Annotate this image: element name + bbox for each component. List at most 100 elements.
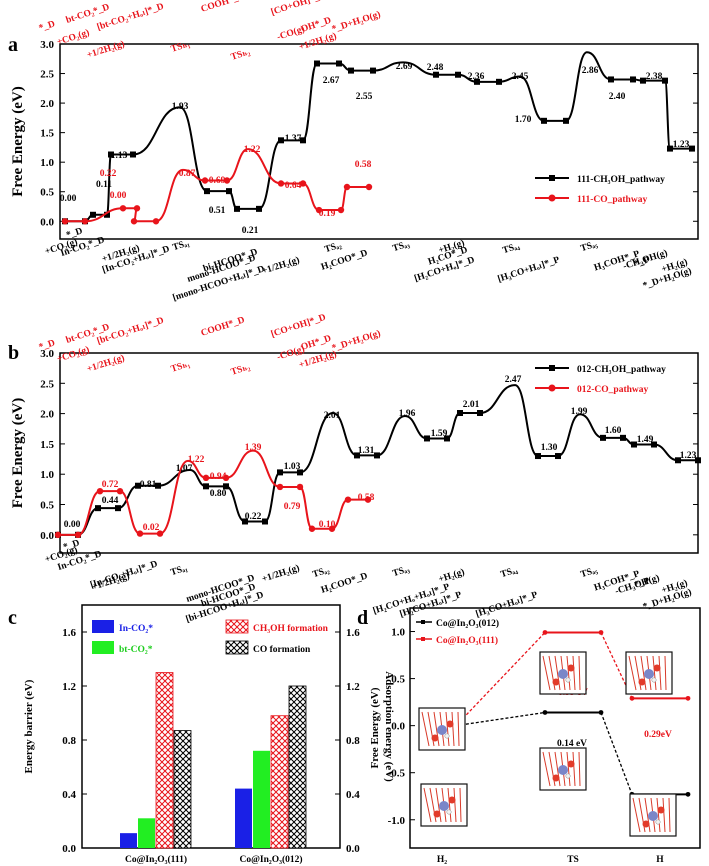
legend-swatch xyxy=(225,640,249,655)
y-tick-label: 2.0 xyxy=(40,409,54,421)
lattice-bond xyxy=(578,655,581,691)
value-label: 2.45 xyxy=(512,72,529,82)
cobalt-atom xyxy=(558,765,568,775)
x-label-bottom: TSₐ₅ xyxy=(579,565,599,580)
data-point xyxy=(555,453,561,460)
lattice-bond xyxy=(578,751,581,787)
lattice-bond xyxy=(566,751,571,787)
dashed-connector xyxy=(455,632,546,727)
x-label-top: +1/2H₂(g) xyxy=(86,352,126,374)
x-label-top: +CO₂(g) xyxy=(56,344,91,365)
lattice-bond xyxy=(572,751,576,787)
data-point xyxy=(474,78,480,85)
value-label: 2.38 xyxy=(646,72,663,82)
data-point xyxy=(374,452,380,459)
value-label: 0.29eV xyxy=(644,730,672,740)
lattice-bond xyxy=(433,711,440,747)
dashed-connector xyxy=(600,712,633,795)
x-label-top: [CO+OH]*_D xyxy=(270,313,328,340)
data-point xyxy=(477,410,483,416)
data-point xyxy=(620,434,626,441)
data-point xyxy=(457,410,463,416)
y-tick-label: 0.0 xyxy=(62,843,76,855)
data-point xyxy=(455,71,461,78)
x-label-top: TSₕ₁ xyxy=(170,359,192,375)
y-tick-label-right: 1.6 xyxy=(346,627,360,639)
data-point xyxy=(104,211,110,218)
x-label-bottom: TSₐ₄ xyxy=(501,241,521,256)
x-label-bottom: *_P xyxy=(633,255,651,269)
y-axis-title-right: Adsorption energy (eV) xyxy=(383,671,395,782)
legend-swatch xyxy=(92,620,114,633)
data-point xyxy=(630,76,636,83)
data-point xyxy=(433,71,439,78)
value-label: 1.96 xyxy=(399,409,416,419)
data-point xyxy=(108,151,114,158)
data-point xyxy=(685,791,691,797)
x-label-top: COOH*_D xyxy=(200,0,246,15)
y-tick-label-right: 1.2 xyxy=(346,681,360,693)
value-label: 0.58 xyxy=(355,160,372,170)
data-point xyxy=(299,180,307,187)
value-label: 0.21 xyxy=(242,226,259,236)
panel-a: a 0.0 0.5 1.0 1.5 2.0 2.5 3.0 Free Energy (eV) 0.… xyxy=(8,0,699,303)
legend-marker xyxy=(549,175,555,181)
structure-image xyxy=(539,747,587,791)
data-point xyxy=(222,474,230,482)
x-label-top: TSₕ₁ xyxy=(170,39,192,55)
data-point xyxy=(152,218,160,225)
lattice-bond xyxy=(566,655,571,691)
legend-label: Co@In₂O₃(111) xyxy=(436,635,498,646)
value-label: 0.72 xyxy=(102,480,119,490)
value-label: 0.00 xyxy=(110,191,127,201)
hydrogen-atom xyxy=(444,733,450,739)
value-label: 2.47 xyxy=(505,375,522,385)
data-point xyxy=(695,457,701,464)
value-label: 0.02 xyxy=(143,523,160,533)
legend-marker xyxy=(548,194,556,202)
data-point xyxy=(277,469,283,476)
bar-chohformation xyxy=(155,672,174,849)
panel-letter-a: a xyxy=(8,34,18,56)
cobalt-atom xyxy=(648,811,658,821)
legend-label: 111-CO_pathway xyxy=(577,195,647,205)
data-point xyxy=(296,483,304,491)
data-point xyxy=(315,206,323,214)
oxygen-atom xyxy=(567,760,575,768)
x-label-bottom: TSₐ₂ xyxy=(311,565,331,580)
x-label-top: OH*_D xyxy=(300,334,333,353)
value-label: 0.10 xyxy=(319,520,336,530)
data-point xyxy=(202,474,210,482)
data-point xyxy=(300,137,306,144)
x-label-bottom: [In-CO₂+Hₒₗ]*_D xyxy=(89,559,159,590)
y-tick-label-right: 0.8 xyxy=(346,735,360,747)
data-point xyxy=(223,483,229,490)
x-label-bottom: *_D xyxy=(65,226,84,241)
oxygen-atom xyxy=(642,820,650,828)
data-point xyxy=(365,183,373,191)
data-point xyxy=(96,487,104,495)
data-point xyxy=(675,457,681,464)
data-point xyxy=(276,483,284,491)
y-tick-label: 1.2 xyxy=(62,681,76,693)
x-label-bottom: +H₂(g) xyxy=(437,566,466,585)
structure-image xyxy=(418,707,466,751)
data-point xyxy=(348,67,354,74)
y-tick-label: -0.5 xyxy=(388,768,406,780)
data-point xyxy=(354,452,360,459)
value-label: 0.80 xyxy=(210,489,227,499)
data-point xyxy=(344,496,352,503)
data-point xyxy=(297,469,303,476)
y-tick-label-right: 0.0 xyxy=(346,843,360,855)
bar-inco xyxy=(120,833,137,848)
x-label-bottom: TSₐ₁ xyxy=(169,563,189,578)
data-point xyxy=(424,435,430,442)
value-label: 1.39 xyxy=(245,443,262,453)
data-point xyxy=(667,145,673,152)
lattice-bond xyxy=(664,655,667,691)
value-label: 1.60 xyxy=(605,426,622,436)
x-label-top: OH*_D xyxy=(300,16,333,35)
y-tick-label: -1.0 xyxy=(388,815,406,827)
value-label: 1.23 xyxy=(673,140,690,150)
y-tick-label-right: 0.4 xyxy=(346,789,360,801)
